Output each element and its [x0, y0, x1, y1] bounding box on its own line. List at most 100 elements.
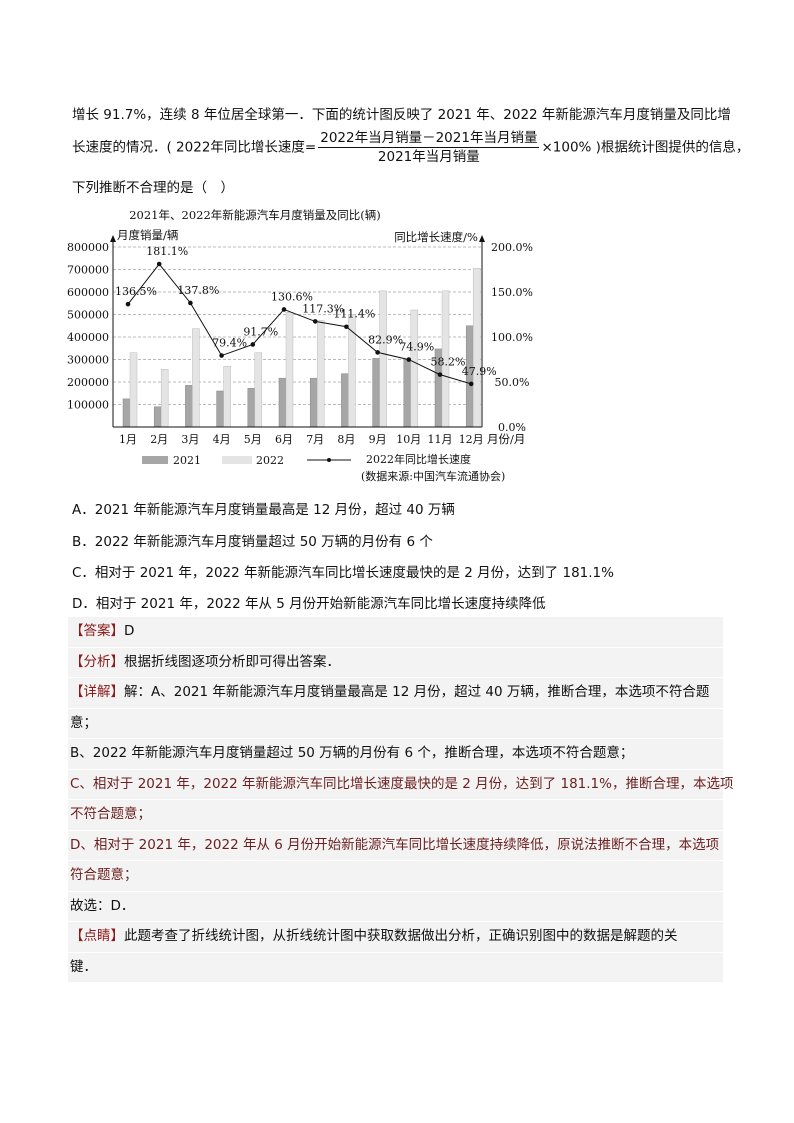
x-axis-label: 月份/月 [487, 432, 525, 446]
bar-2022 [410, 309, 419, 428]
x-tick-label: 9月 [369, 433, 387, 446]
growth-point [437, 372, 443, 377]
bar-2022 [129, 352, 138, 428]
bar-2021 [153, 406, 162, 428]
right-axis-arrow-icon [479, 235, 485, 242]
x-tick-label: 12月 [459, 433, 484, 446]
bar-2022 [472, 268, 481, 428]
right-axis-label: 同比增长速度/% [394, 230, 478, 244]
left-tick-label: 200000 [67, 376, 109, 389]
right-tick-label: 150.0% [491, 286, 533, 299]
comment-row: 键． [68, 953, 723, 983]
bar-2021 [403, 359, 412, 428]
growth-data-label: 79.4% [212, 337, 247, 350]
detail-row: 不符合题意； [68, 800, 723, 831]
growth-point [312, 319, 318, 324]
bar-2022 [192, 328, 200, 428]
sales-chart: 2021年、2022年新能源汽车月度销量及同比(辆) 月度销量/辆 同比增长速度… [67, 208, 533, 483]
detail-text: 解：A、2021 年新能源汽车月度销量最高是 12 月份，超过 40 万辆，推断… [124, 684, 710, 700]
legend: 2021 2022 2022年同比增长速度 (数据来源:中国汽车流通协会) [142, 452, 505, 483]
question-text: ×100% )根据统计图提供的信息， [541, 139, 750, 156]
left-tick-label: 300000 [67, 354, 109, 367]
legend-label-2022: 2022 [256, 454, 284, 467]
formula-fraction: 2022年当月销量－2021年当月销量 2021年当月销量 [318, 129, 540, 166]
left-tick-label: 600000 [67, 286, 109, 299]
growth-line [127, 263, 472, 385]
detail-row: D、相对于 2021 年，2022 年从 6 月份开始新能源汽车同比增长速度持续… [68, 831, 723, 861]
right-tick-label: 200.0% [491, 241, 533, 254]
chart-title: 2021年、2022年新能源汽车月度销量及同比(辆) [129, 208, 381, 222]
legend-label-2021: 2021 [173, 454, 201, 467]
bar-2021 [122, 398, 131, 428]
question-line-3: 下列推断不合理的是（ ） [72, 180, 234, 196]
growth-point [281, 307, 287, 312]
bar-2022 [254, 352, 263, 428]
bar-2021 [278, 377, 287, 428]
growth-data-label: 82.9% [368, 333, 403, 346]
growth-point [406, 357, 412, 362]
detail-row: 故选：D． [68, 892, 723, 922]
analysis-tag: 【分析】 [70, 653, 124, 670]
analysis-row: 【分析】根据折线图逐项分析即可得出答案． [68, 648, 723, 678]
left-tick-label: 800000 [67, 241, 109, 254]
bar-2022 [316, 320, 325, 428]
comment-tag: 【点睛】 [70, 928, 124, 944]
growth-point [344, 324, 349, 330]
growth-data-label: 137.8% [177, 284, 219, 297]
right-tick-label: 50.0% [495, 376, 530, 389]
bar-2021 [341, 373, 349, 428]
x-tick-label: 8月 [337, 433, 355, 446]
comment-row: 【点睛】此题考查了折线统计图，从折线统计图中获取数据做出分析，正确识别图中的数据… [68, 922, 723, 953]
growth-point [156, 261, 162, 267]
left-tick-label: 500000 [67, 309, 109, 322]
comment-text: 此题考查了折线统计图，从折线统计图中获取数据做出分析，正确识别图中的数据是解题的… [124, 928, 678, 944]
legend-swatch-2022 [222, 456, 252, 464]
option-c: C．相对于 2021 年，2022 年新能源汽车同比增长速度最快的是 2 月份，… [72, 565, 614, 581]
right-tick-label: 0.0% [498, 421, 526, 434]
left-tick-label: 400000 [67, 331, 109, 344]
x-tick-label: 2月 [150, 433, 168, 446]
bar-2021 [309, 377, 318, 428]
bar-2022 [223, 366, 231, 428]
bar-2021 [372, 358, 380, 428]
x-tick-label: 10月 [396, 433, 421, 446]
legend-swatch-2021 [142, 456, 168, 464]
source-note: (数据来源:中国汽车流通协会) [361, 469, 505, 483]
detail-row: 符合题意； [68, 861, 723, 892]
legend-line-marker [327, 458, 331, 462]
bar-2021 [216, 390, 224, 428]
option-d: D．相对于 2021 年，2022 年从 5 月份开始新能源汽车同比增长速度持续… [72, 596, 546, 612]
bar-2022 [285, 312, 294, 428]
detail-row: 【详解】解：A、2021 年新能源汽车月度销量最高是 12 月份，超过 40 万… [68, 678, 723, 709]
answer-tag: 【答案】 [70, 623, 124, 639]
left-axis-label: 月度销量/辆 [117, 228, 178, 242]
growth-data-label: 47.9% [462, 365, 497, 378]
analysis-text: 根据折线图逐项分析即可得出答案． [124, 653, 340, 670]
question-line-2: 长速度的情况．( 2022年同比增长速度= 2022年当月销量－2021年当月销量… [72, 129, 749, 166]
bar-2022 [160, 369, 169, 428]
growth-data-label: 111.4% [333, 308, 375, 321]
x-tick-label: 11月 [428, 433, 453, 446]
growth-data-label: 130.6% [271, 290, 313, 303]
left-tick-label: 700000 [67, 264, 109, 277]
growth-data-label: 117.3% [302, 302, 344, 315]
answer-row: 【答案】D [68, 617, 723, 648]
growth-data-label: 91.7% [243, 325, 278, 338]
legend-label-growth: 2022年同比增长速度 [366, 452, 471, 466]
growth-data-label: 181.1% [146, 245, 188, 258]
growth-point [125, 301, 131, 307]
question-text: 长速度的情况．( 2022年同比增长速度= [72, 139, 317, 156]
formula-numerator: 2022年当月销量－2021年当月销量 [318, 130, 540, 148]
x-tick-label: 4月 [213, 433, 231, 446]
x-tick-label: 7月 [306, 433, 324, 446]
detail-row: 意； [68, 709, 723, 739]
detail-row: B、2022 年新能源汽车月度销量超过 50 万辆的月份有 6 个，推断合理，本… [68, 739, 723, 770]
growth-point [375, 350, 380, 355]
x-tick-label: 3月 [181, 433, 199, 446]
bar-2021 [247, 388, 256, 428]
growth-data-label: 136.5% [115, 285, 157, 298]
question-line-1: 增长 91.7%，连续 8 年位居全球第一．下面的统计图反映了 2021 年、2… [72, 107, 731, 123]
detail-tag: 【详解】 [70, 684, 124, 700]
x-tick-label: 6月 [275, 433, 293, 446]
answer-value: D [124, 623, 135, 639]
